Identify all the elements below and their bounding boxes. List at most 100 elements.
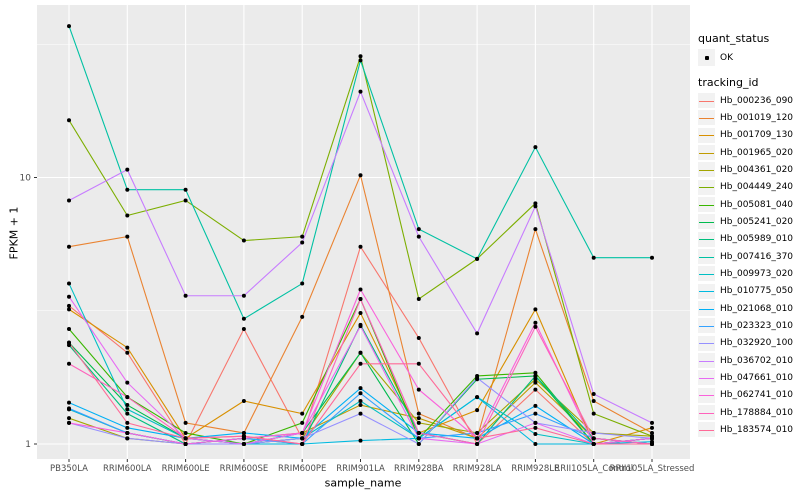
data-point (416, 420, 421, 425)
data-point (358, 54, 363, 59)
data-point (183, 436, 188, 441)
legend-item: Hb_007416_370 (698, 248, 793, 265)
data-point (358, 89, 363, 94)
data-point (183, 198, 188, 203)
data-point (183, 187, 188, 192)
data-point (241, 398, 246, 403)
legend-label: Hb_004449_240 (720, 182, 794, 193)
legend-label: Hb_005989_010 (720, 234, 794, 245)
legend-label: Hb_178884_010 (720, 407, 794, 418)
data-point (300, 240, 305, 245)
legend-key-line (698, 335, 715, 351)
legend-key-line (698, 387, 715, 403)
data-point (125, 167, 130, 172)
data-point (358, 438, 363, 443)
legend-item: Hb_009973_020 (698, 265, 793, 282)
data-point (650, 442, 654, 446)
legend-label: Hb_010775_050 (720, 286, 794, 297)
data-point (416, 430, 421, 435)
legend-key-line (698, 231, 715, 247)
y-axis-title: FPKM + 1 (7, 206, 21, 260)
data-point (416, 387, 421, 392)
data-point (300, 234, 305, 239)
legend-label: Hb_032920_100 (720, 338, 794, 349)
legend-key-line (698, 214, 715, 230)
data-point (125, 234, 130, 239)
data-point (591, 411, 596, 416)
legend-key-line (698, 266, 715, 282)
data-point (475, 256, 480, 261)
data-point (125, 425, 130, 430)
legend-key-line (698, 370, 715, 386)
x-tick-label: RRIM928BA (394, 464, 444, 474)
data-point (183, 420, 188, 425)
legend-label: Hb_001709_130 (720, 130, 794, 141)
data-point (125, 187, 130, 192)
data-point (650, 425, 654, 430)
data-point (67, 307, 71, 312)
data-point (358, 297, 363, 302)
legend-label: Hb_023323_010 (720, 320, 794, 331)
data-point (533, 324, 538, 329)
x-tick-label: RRIM600LE (162, 464, 210, 474)
legend-key-line (698, 353, 715, 369)
x-tick-label: RRII105LA_Control (554, 464, 633, 474)
legend-title-quant-status: quant_status (698, 32, 770, 45)
data-point (125, 380, 130, 385)
data-point (533, 432, 538, 437)
legend-label: Hb_005241_020 (720, 216, 794, 227)
data-point (533, 307, 538, 312)
data-point (125, 430, 130, 435)
data-point (358, 361, 363, 366)
data-point (533, 201, 538, 206)
data-point (125, 403, 130, 408)
data-point (125, 411, 130, 416)
legend-label: Hb_047661_010 (720, 372, 794, 383)
data-point (591, 436, 596, 441)
data-point (533, 373, 538, 378)
data-point (300, 436, 305, 441)
data-point (533, 411, 538, 416)
data-point (591, 430, 596, 435)
data-point (475, 430, 480, 435)
data-point (416, 234, 421, 239)
data-point (125, 436, 130, 441)
data-point (125, 407, 130, 412)
data-point (416, 335, 421, 340)
data-point (300, 420, 305, 425)
data-point (475, 395, 480, 400)
data-point (650, 430, 654, 435)
x-tick-label: RRIM928LA (453, 464, 502, 474)
data-point (416, 411, 421, 416)
data-point (475, 436, 480, 441)
data-point (533, 387, 538, 392)
data-point (241, 442, 246, 446)
data-point (67, 406, 71, 411)
legend-item: Hb_021068_010 (698, 300, 793, 317)
data-point (125, 213, 130, 218)
data-point (183, 293, 188, 298)
data-point (67, 416, 71, 421)
data-point (475, 331, 480, 336)
data-point (125, 395, 130, 400)
data-point (358, 173, 363, 178)
data-point (533, 145, 538, 150)
y-tick-label: 10 (20, 174, 32, 184)
legend-key-line (698, 110, 715, 126)
data-point (416, 361, 421, 366)
data-point (416, 227, 421, 232)
y-tick-label: 1 (25, 440, 31, 450)
x-tick-label: RRIM600LA (103, 464, 152, 474)
legend-label: Hb_009973_020 (720, 268, 794, 279)
data-point (67, 327, 71, 332)
legend-item: Hb_023323_010 (698, 317, 793, 334)
data-point (67, 361, 71, 366)
legend-key-line (698, 179, 715, 195)
x-tick-label: RRIM600PE (278, 464, 326, 474)
legend-label: Hb_007416_370 (720, 251, 794, 262)
x-tick-label: PB350LA (50, 464, 88, 474)
legend-title-tracking-id: tracking_id (698, 76, 759, 89)
legend-item: Hb_062741_010 (698, 387, 793, 404)
